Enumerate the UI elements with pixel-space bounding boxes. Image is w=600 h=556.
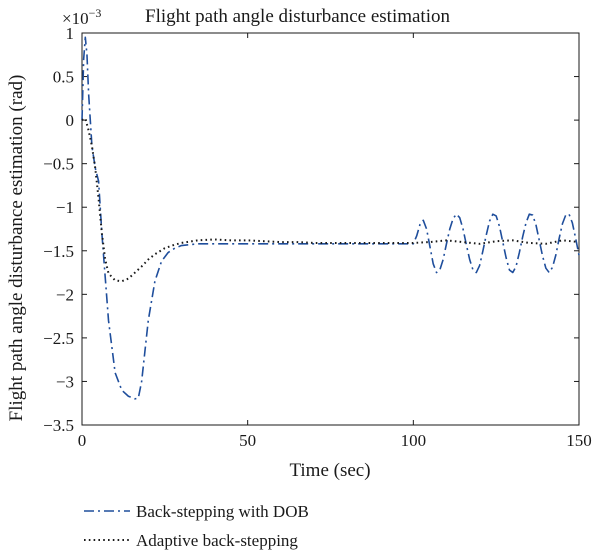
legend-label-adaptive-back-stepping: Adaptive back-stepping xyxy=(136,531,298,550)
chart-title: Flight path angle disturbance estimation xyxy=(145,6,450,27)
y-tick-label: −3.5 xyxy=(43,416,74,435)
x-tick-label: 0 xyxy=(78,431,87,450)
y-tick-label: −1.5 xyxy=(43,242,74,261)
y-tick-label: −3 xyxy=(56,372,74,391)
y-exponent-power: −3 xyxy=(89,6,102,20)
y-axis-label: Flight path angle disturbance estimation… xyxy=(6,75,27,422)
series-line-back-stepping-with-dob xyxy=(81,36,580,400)
legend-label-back-stepping-with-dob: Back-stepping with DOB xyxy=(136,502,309,521)
x-axis-label: Time (sec) xyxy=(289,460,370,481)
y-tick-label: 0 xyxy=(66,111,75,130)
y-tick-label: −0.5 xyxy=(43,155,74,174)
series-layer xyxy=(81,36,580,400)
series-line-adaptive-back-stepping xyxy=(81,117,580,283)
x-tick-label: 100 xyxy=(401,431,427,450)
y-tick-label: −1 xyxy=(56,198,74,217)
y-tick-label: −2.5 xyxy=(43,329,74,348)
axis-ticks: 0 50 100 150 1 0.5 0 −0.5 −1 −1.5 −2 −2.5 −3 −3.5 xyxy=(43,24,592,450)
x-tick-label: 50 xyxy=(239,431,256,450)
y-tick-label: 1 xyxy=(66,24,75,43)
y-exponent-base: ×10 xyxy=(62,9,89,28)
y-tick-label: 0.5 xyxy=(53,68,74,87)
y-tick-label: −2 xyxy=(56,285,74,304)
legend: Back-stepping with DOB Adaptive back-ste… xyxy=(84,502,309,550)
y-exponent: ×10−3 xyxy=(62,6,101,28)
x-tick-label: 150 xyxy=(566,431,592,450)
plot-area xyxy=(81,32,580,426)
